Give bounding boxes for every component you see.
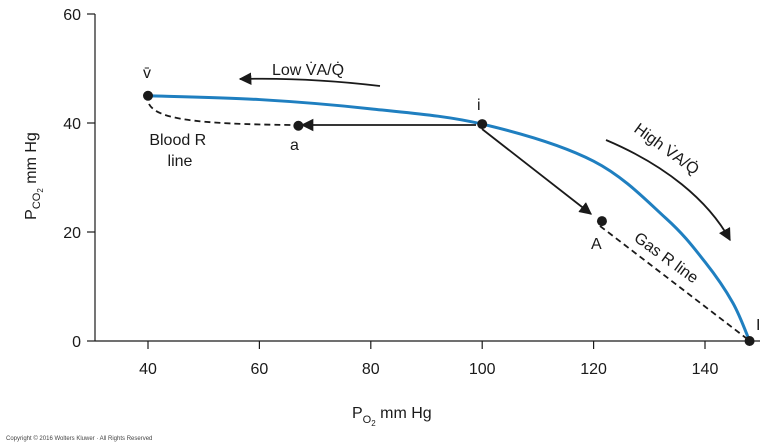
y-axis: 0 20 40 60 PCO2 mm Hg: [23, 7, 96, 351]
y-axis-label-sub: CO: [31, 192, 43, 209]
y-tick-label: 20: [63, 225, 81, 242]
x-tick-label: 80: [362, 361, 380, 378]
x-tick-label: 40: [139, 361, 157, 378]
y-ticks: 0 20 40 60: [63, 7, 95, 351]
data-point: [744, 336, 755, 346]
x-tick-label: 140: [692, 361, 719, 378]
y-tick-label: 40: [63, 116, 81, 133]
y-axis-label: PCO2 mm Hg: [23, 132, 45, 220]
blood-r-line-label-1: Blood R: [149, 132, 206, 149]
points: [143, 90, 755, 346]
point-label-A: A: [591, 236, 602, 253]
y-axis-label-p: P: [23, 209, 40, 220]
y-axis-label-sub2: 2: [36, 188, 45, 193]
arrow-i-to-A: [481, 128, 592, 215]
point-label-vbar: v̄: [143, 65, 151, 82]
data-point: [596, 216, 607, 227]
x-axis-label-units: mm Hg: [376, 405, 432, 422]
data-point: [477, 119, 488, 130]
high-ratio-arrow: [605, 139, 731, 242]
va-q-curve: [147, 94, 751, 342]
point-label-i: i: [477, 97, 481, 114]
data-point: [143, 90, 153, 101]
x-tick-label: 60: [251, 361, 269, 378]
x-axis-label-sub: O: [363, 414, 372, 426]
blood-r-line-label: Blood R line: [149, 132, 210, 170]
x-tick-label: 120: [580, 361, 607, 378]
copyright-text: Copyright © 2016 Wolters Kluwer · All Ri…: [6, 436, 153, 442]
y-axis-label-units: mm Hg: [23, 132, 40, 188]
x-axis-label: PO2 mm Hg: [352, 405, 432, 428]
gas-r-line: [599, 225, 747, 339]
point-label-a: a: [290, 137, 299, 154]
blood-r-line-label-2: line: [168, 153, 193, 170]
point-label-I: I: [756, 317, 760, 334]
y-tick-label: 60: [63, 7, 81, 24]
y-tick-label: 0: [72, 334, 81, 351]
x-axis-label-p: P: [352, 405, 363, 422]
low-ratio-arrow: [238, 72, 381, 87]
x-axis-label-sub2: 2: [371, 419, 376, 428]
low-ratio-label: Low V̇A/Q̇: [272, 61, 344, 79]
high-ratio-label: High V̇A/Q̇: [631, 119, 703, 178]
x-ticks: 40 60 80 100 120 140: [139, 341, 718, 378]
data-point: [293, 120, 304, 131]
x-axis: 40 60 80 100 120 140 PO2 mm Hg: [95, 340, 760, 428]
blood-r-line: [148, 103, 293, 126]
x-tick-label: 100: [469, 361, 496, 378]
